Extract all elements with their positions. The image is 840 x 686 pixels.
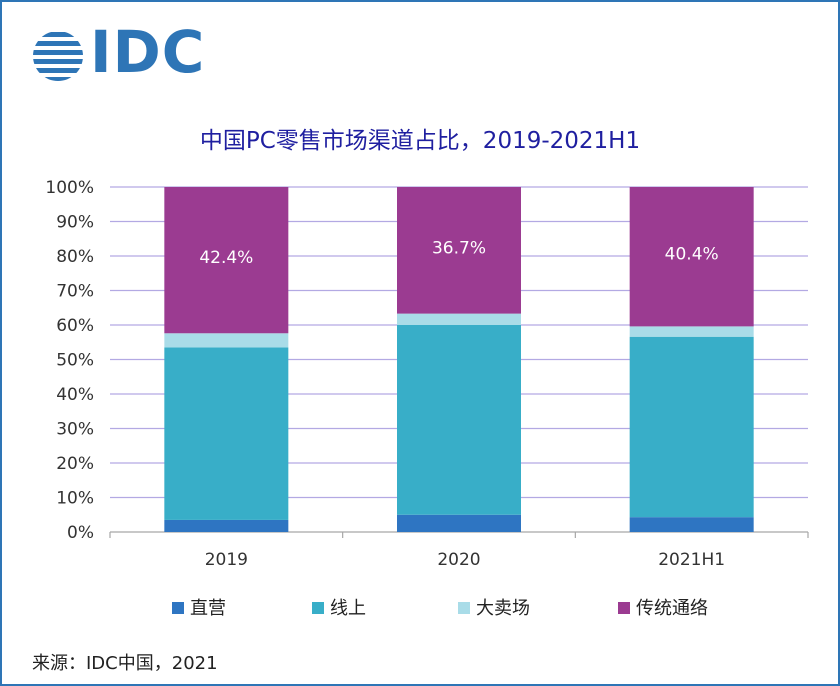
y-tick-label: 90% (56, 213, 94, 233)
bar-segment (164, 187, 289, 334)
y-tick-label: 70% (56, 282, 94, 302)
stacked-bar-chart: 0% 10% 20% 30% 40% 50% 60% 70% 80% 90% 100% 42.4% 20… (45, 178, 809, 570)
y-tick-label: 60% (56, 316, 94, 336)
legend-label: 线上 (330, 598, 366, 619)
bar-segment (164, 347, 289, 520)
idc-logo-icon (33, 32, 83, 81)
x-tick-label: 2021H1 (658, 550, 725, 570)
bar-segment (397, 514, 521, 532)
legend-swatch (172, 601, 184, 614)
legend-swatch (618, 601, 630, 614)
bar-segment (629, 187, 754, 327)
legend: 直营 线上 大卖场 传统通络 (2, 596, 838, 622)
y-tick-label: 20% (56, 454, 94, 474)
data-label: 40.4% (665, 245, 719, 265)
legend-item: 线上 (312, 596, 366, 622)
logo-text: IDC (90, 18, 206, 86)
y-tick-label: 40% (56, 385, 94, 405)
bar-segment (629, 517, 754, 532)
legend-item: 直营 (172, 596, 226, 622)
y-tick-label: 10% (56, 489, 94, 509)
chart-title: 中国PC零售市场渠道占比，2019-2021H1 (199, 128, 641, 154)
y-tick-label: 0% (67, 523, 94, 543)
bar-segment (397, 325, 521, 515)
legend-label: 传统通络 (636, 598, 708, 619)
bar-segment (164, 519, 289, 532)
legend-swatch (312, 601, 324, 614)
bar-segment (164, 333, 289, 348)
bar-segment (629, 326, 754, 337)
source-note: 来源：IDC中国，2021 (32, 653, 218, 674)
x-tick-label: 2019 (205, 550, 248, 570)
y-tick-label: 80% (56, 247, 94, 267)
data-label: 36.7% (432, 238, 486, 258)
x-tick-label: 2020 (437, 550, 480, 570)
legend-item: 大卖场 (458, 596, 530, 622)
legend-label: 大卖场 (476, 598, 530, 619)
bar-segment (397, 313, 521, 325)
legend-item: 传统通络 (618, 596, 708, 622)
y-tick-label: 50% (56, 351, 94, 371)
bar-segment (397, 187, 521, 314)
legend-label: 直营 (190, 598, 226, 619)
legend-swatch (458, 601, 470, 614)
bar-segment (629, 336, 754, 518)
y-tick-label: 100% (45, 178, 94, 198)
data-label: 42.4% (199, 248, 253, 268)
y-tick-label: 30% (56, 420, 94, 440)
